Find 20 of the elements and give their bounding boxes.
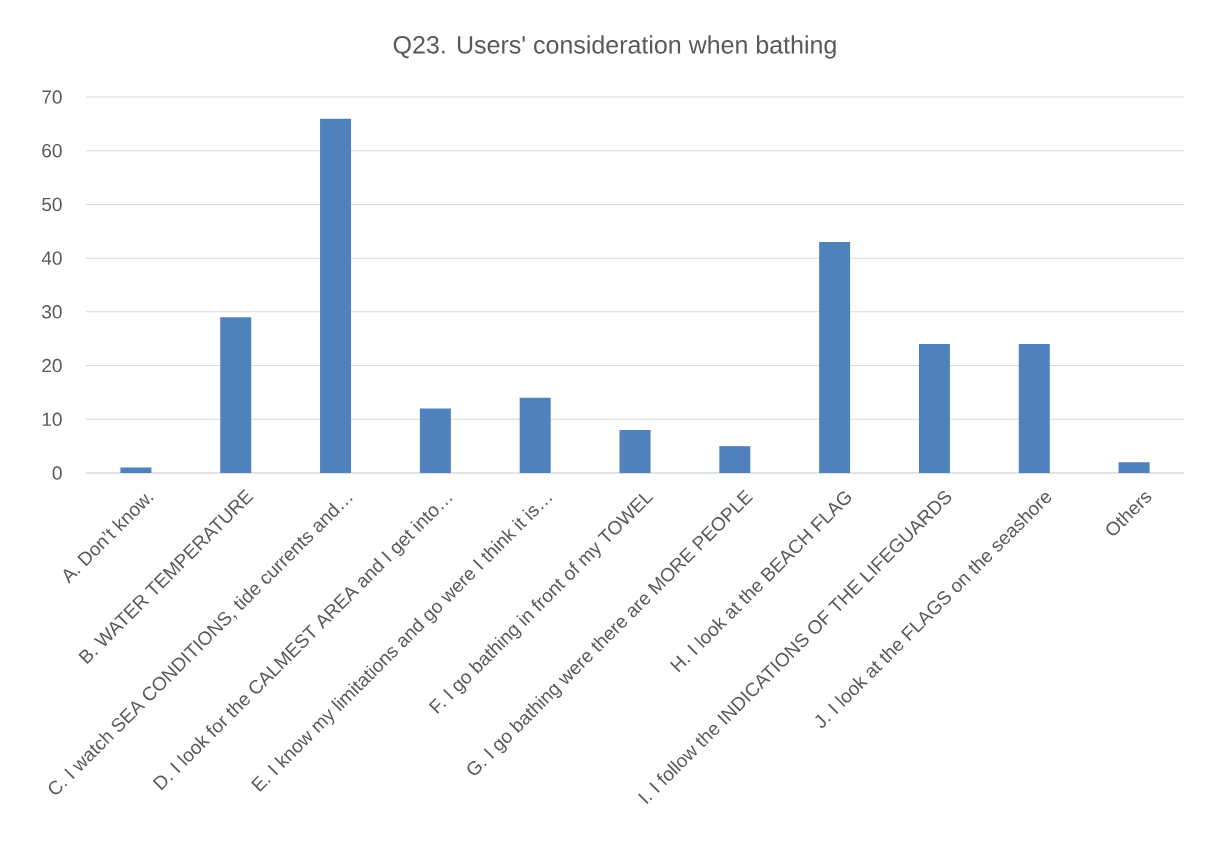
bar — [419, 408, 451, 473]
y-tick-label: 0 — [52, 466, 62, 480]
bar — [819, 242, 851, 473]
bar — [320, 118, 352, 473]
bar — [918, 344, 950, 473]
bar — [120, 467, 152, 473]
y-tick-label: 40 — [41, 251, 62, 265]
bar — [220, 317, 252, 473]
bar — [619, 430, 651, 473]
chart-title: Q23. Users' consideration when bathing — [393, 35, 836, 59]
y-tick-label: 70 — [42, 90, 62, 104]
bar — [1118, 462, 1150, 473]
bar — [519, 397, 551, 473]
bar — [1018, 344, 1050, 473]
y-tick-label: 50 — [42, 197, 62, 212]
y-tick-label: 60 — [42, 143, 62, 158]
y-tick-label: 30 — [42, 305, 62, 319]
y-tick-label: 20 — [42, 358, 62, 373]
y-tick-label: 10 — [42, 412, 62, 426]
bar — [719, 446, 751, 473]
